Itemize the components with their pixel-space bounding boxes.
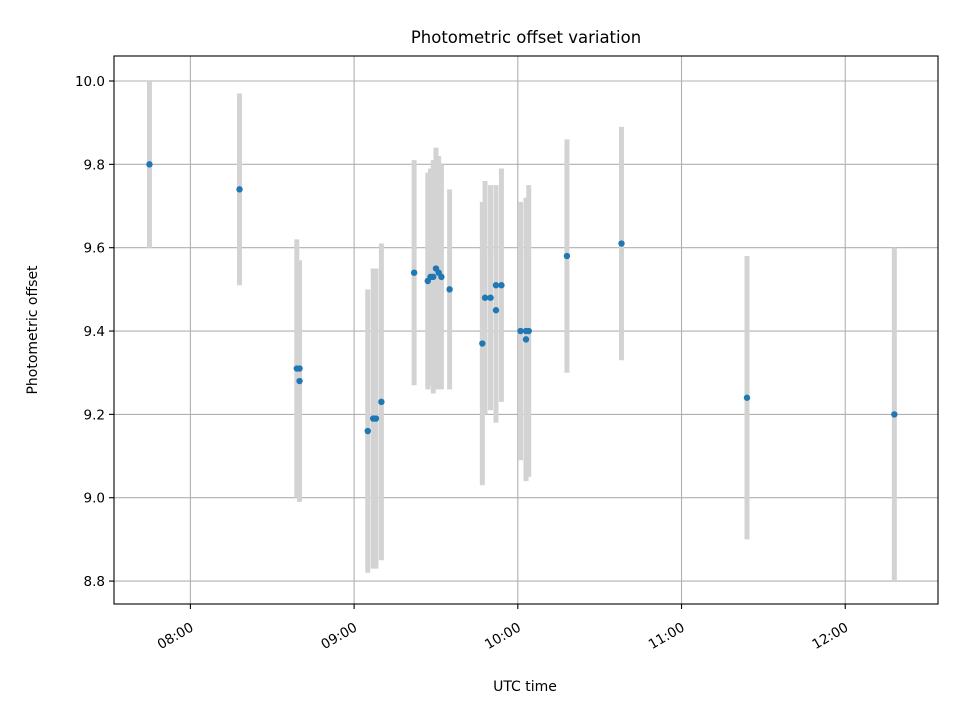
data-point bbox=[364, 427, 371, 435]
data-point bbox=[517, 327, 524, 335]
y-axis-ticks: 8.8 9.0 9.2 9.4 9.6 9.8 10.0 bbox=[75, 74, 114, 590]
x-tick-label: 11:00 bbox=[646, 620, 688, 653]
data-point bbox=[446, 286, 453, 293]
chart-title: Photometric offset variation bbox=[411, 28, 641, 47]
data-point bbox=[430, 273, 437, 281]
data-point bbox=[522, 336, 530, 343]
data-point bbox=[563, 252, 571, 260]
plot-area-frame bbox=[113, 55, 939, 605]
data-point bbox=[372, 415, 380, 422]
data-point bbox=[618, 240, 625, 247]
y-tick-label: 9.0 bbox=[84, 491, 105, 507]
data-point bbox=[481, 294, 489, 301]
data-point bbox=[487, 294, 494, 301]
data-point bbox=[525, 327, 532, 335]
data-point bbox=[479, 340, 486, 347]
data-point bbox=[378, 398, 385, 406]
data-point bbox=[438, 273, 445, 281]
data-point bbox=[236, 186, 243, 193]
data-point bbox=[146, 161, 153, 168]
y-tick-label: 9.4 bbox=[84, 324, 105, 340]
x-tick-label: 08:00 bbox=[155, 620, 197, 653]
data-point bbox=[296, 365, 303, 372]
y-tick-label: 9.6 bbox=[84, 241, 105, 257]
x-tick-label: 09:00 bbox=[318, 620, 360, 653]
x-tick-label: 12:00 bbox=[810, 620, 852, 653]
y-tick-label: 8.8 bbox=[84, 574, 105, 590]
data-point bbox=[743, 394, 751, 401]
y-tick-label: 9.2 bbox=[84, 407, 105, 423]
x-axis-label: UTC time bbox=[493, 679, 557, 695]
y-tick-label: 9.8 bbox=[84, 157, 105, 173]
y-axis-label: Photometric offset bbox=[25, 265, 41, 395]
data-point bbox=[492, 282, 500, 289]
data-point bbox=[410, 269, 418, 276]
x-axis-ticks: 08:00 09:00 10:00 11:00 12:00 bbox=[155, 604, 852, 653]
x-tick-label: 10:00 bbox=[482, 620, 524, 653]
y-tick-label: 10.0 bbox=[75, 74, 105, 90]
data-point bbox=[498, 282, 505, 289]
data-points bbox=[146, 161, 898, 435]
data-point bbox=[296, 377, 303, 385]
data-point bbox=[492, 307, 500, 314]
data-point bbox=[891, 411, 898, 418]
